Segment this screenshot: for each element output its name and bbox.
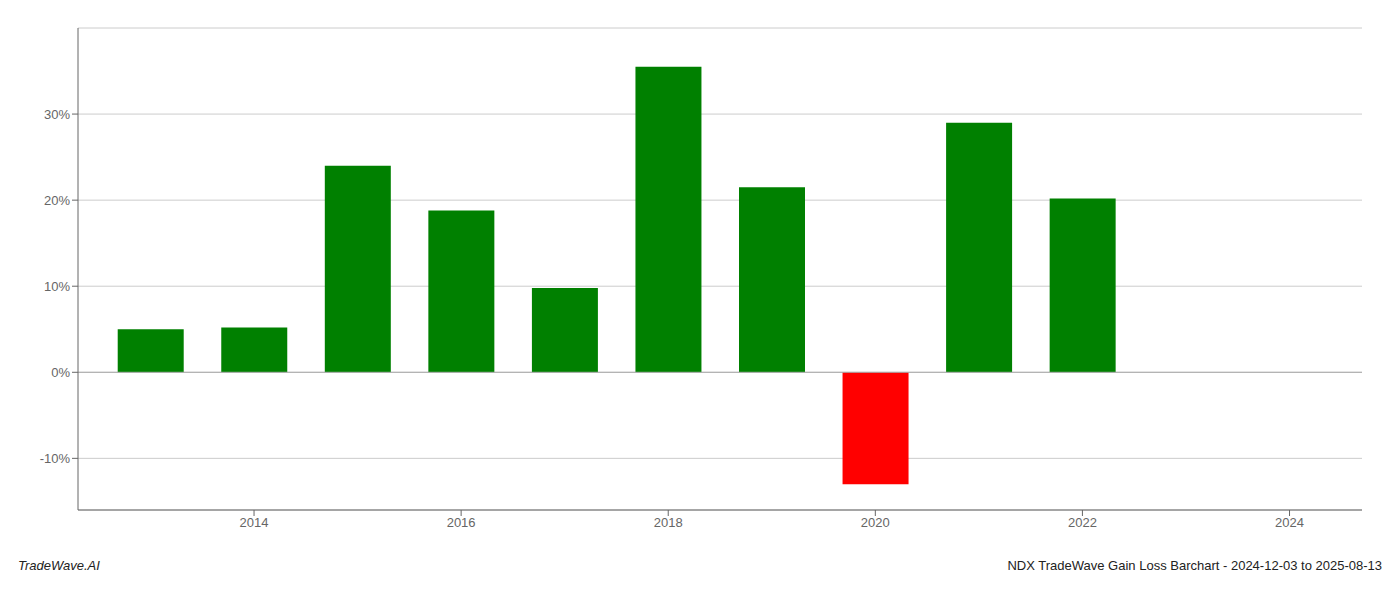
- svg-text:30%: 30%: [44, 107, 70, 122]
- svg-text:2020: 2020: [861, 515, 890, 530]
- svg-text:2022: 2022: [1068, 515, 1097, 530]
- svg-text:2018: 2018: [654, 515, 683, 530]
- svg-text:0%: 0%: [51, 365, 70, 380]
- html-text:NDX TradeWave Gain Loss Barcha: NDX TradeWave Gain Loss Barchart - 2024-…: [1007, 558, 1382, 573]
- svg-text:2014: 2014: [240, 515, 269, 530]
- svg-text:10%: 10%: [44, 279, 70, 294]
- html-text:TradeWave.AI: TradeWave.AI: [18, 558, 100, 573]
- svg-text:2024: 2024: [1275, 515, 1304, 530]
- svg-text:-10%: -10%: [40, 451, 71, 466]
- svg-text:2016: 2016: [447, 515, 476, 530]
- svg-text:20%: 20%: [44, 193, 70, 208]
